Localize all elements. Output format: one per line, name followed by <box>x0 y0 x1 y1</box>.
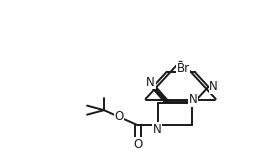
Text: O: O <box>133 138 142 151</box>
Text: N: N <box>146 76 154 89</box>
Text: N: N <box>188 93 197 106</box>
Text: O: O <box>114 110 123 123</box>
Text: N: N <box>209 80 217 93</box>
Text: N: N <box>152 123 161 136</box>
Text: Br: Br <box>176 62 189 75</box>
